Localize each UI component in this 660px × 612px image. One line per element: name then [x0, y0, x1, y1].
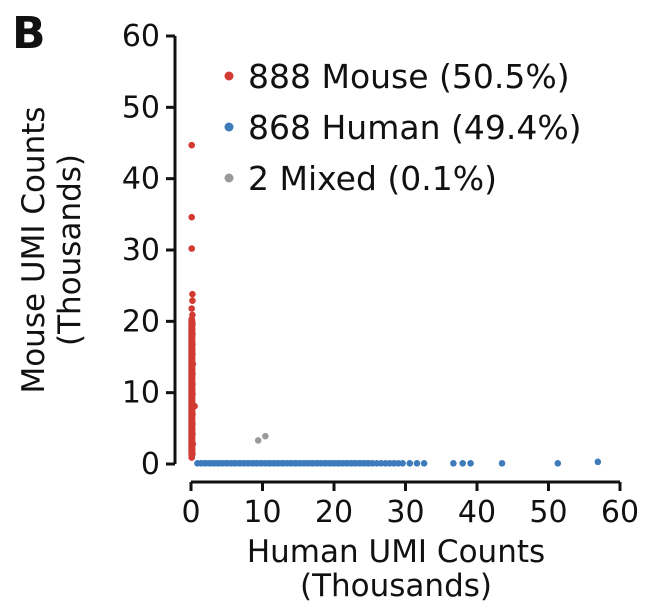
data-point	[188, 454, 196, 461]
data-point	[189, 330, 196, 338]
data-point	[188, 375, 196, 383]
legend-marker	[224, 71, 234, 81]
legend-label: 2 Mixed (0.1%)	[248, 159, 497, 198]
data-point	[188, 435, 196, 443]
axes	[173, 36, 620, 484]
panel-label: B	[12, 8, 46, 59]
y-tick-label: 30	[122, 233, 160, 268]
legend-label: 888 Mouse (50.5%)	[248, 57, 570, 96]
y-axis-title-units: (Thousands)	[52, 154, 88, 346]
data-point	[188, 385, 196, 393]
points	[188, 141, 602, 467]
data-point	[188, 355, 196, 363]
y-tick-label: 50	[122, 90, 160, 125]
data-point	[498, 459, 506, 467]
data-point	[399, 459, 406, 467]
data-point	[189, 430, 196, 438]
data-point	[189, 410, 196, 418]
data-point	[413, 459, 421, 467]
y-tick-label: 20	[122, 304, 160, 339]
data-point	[188, 345, 196, 353]
legend-marker	[224, 122, 234, 132]
legend-marker	[224, 173, 234, 183]
data-point	[420, 459, 428, 467]
data-point	[188, 245, 196, 252]
y-tick-label: 60	[122, 19, 160, 54]
data-point	[189, 350, 196, 358]
data-point	[189, 320, 196, 328]
data-point	[189, 340, 196, 348]
x-tick-label: 10	[243, 495, 281, 530]
data-point	[189, 290, 196, 298]
data-point	[189, 380, 196, 388]
x-axis-title: Human UMI Counts	[247, 534, 545, 570]
data-point	[189, 370, 196, 378]
x-tick-label: 60	[601, 495, 639, 530]
y-tick-label: 40	[122, 162, 160, 197]
y-axis-title: Mouse UMI Counts	[16, 106, 52, 393]
data-point	[262, 432, 269, 440]
x-tick-label: 20	[315, 495, 353, 530]
data-point	[188, 335, 196, 343]
data-point	[450, 459, 457, 467]
data-point	[459, 459, 467, 467]
y-tick-label: 0	[141, 447, 160, 482]
x-tick-label: 40	[458, 495, 496, 530]
x-axis-title-units: (Thousands)	[300, 568, 492, 604]
axis-titles: Human UMI Counts(Thousands)Mouse UMI Cou…	[16, 106, 545, 604]
data-point	[188, 395, 196, 403]
x-tick-label: 50	[529, 495, 567, 530]
data-point	[189, 420, 196, 428]
data-point	[188, 425, 196, 433]
data-point	[188, 305, 196, 312]
data-point	[254, 437, 262, 444]
data-point	[189, 440, 197, 448]
data-point	[188, 415, 196, 423]
data-point	[188, 445, 196, 453]
data-point	[188, 365, 196, 373]
x-tick-label: 30	[386, 495, 424, 530]
data-point	[189, 297, 196, 304]
data-point	[594, 458, 602, 466]
data-point	[406, 459, 414, 467]
legend: 888 Mouse (50.5%) 868 Human (49.4%) 2 Mixe…	[224, 57, 582, 198]
ticks: 0 10 20 30 40 50 60 0 10 20 30 40 50 60	[122, 19, 639, 530]
y-tick-label: 10	[122, 376, 160, 411]
data-point	[467, 459, 474, 467]
data-point	[188, 213, 196, 221]
data-point	[188, 405, 196, 413]
data-point	[188, 325, 196, 333]
data-point	[554, 459, 562, 467]
x-tick-label: 0	[181, 495, 200, 530]
data-point	[189, 360, 197, 368]
data-point	[189, 390, 196, 398]
data-point	[188, 141, 196, 149]
legend-label: 868 Human (49.4%)	[248, 108, 582, 147]
data-point	[188, 315, 196, 323]
